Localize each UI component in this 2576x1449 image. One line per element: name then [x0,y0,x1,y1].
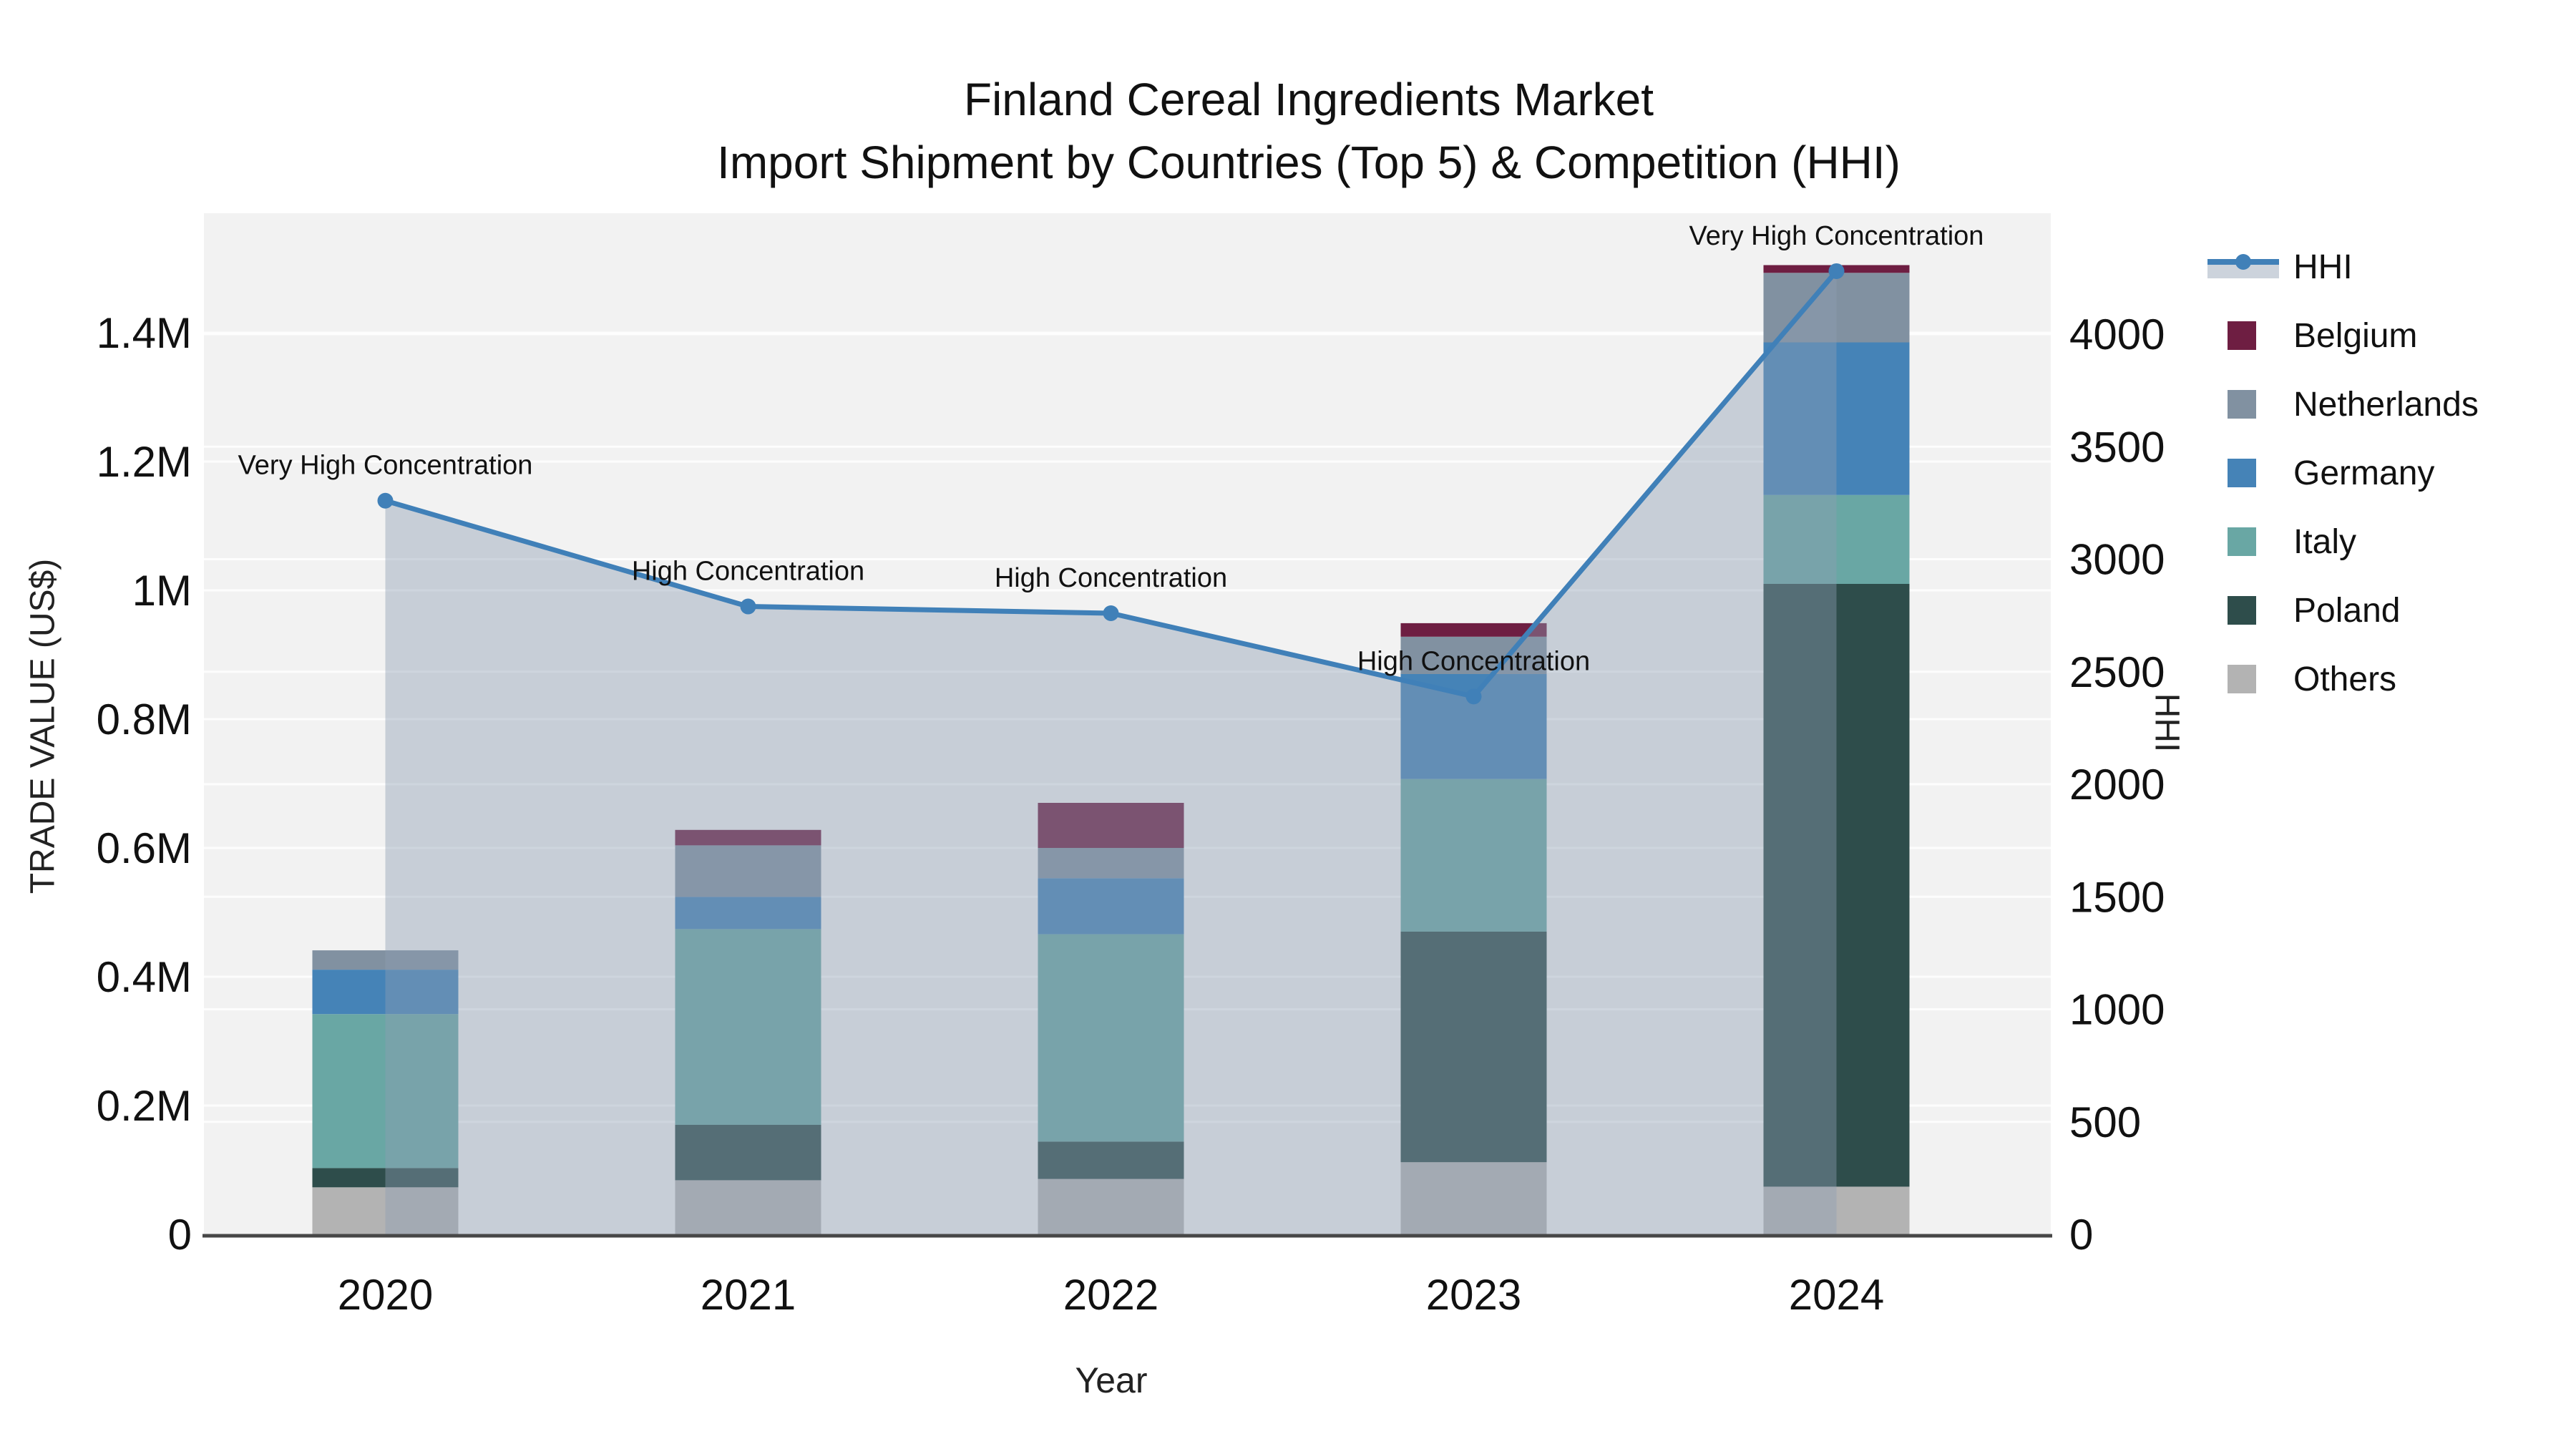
hhi-marker-2020[interactable] [377,492,394,509]
chart-title-line1: Finland Cereal Ingredients Market [963,74,1654,125]
bar-segment-2020-germany[interactable] [312,970,459,1015]
y-tick-left-0: 0 [168,1211,192,1259]
bar-segment-2024-others[interactable] [1763,1186,1910,1234]
chart-title: Finland Cereal Ingredients Market Import… [21,68,2576,194]
legend-item-germany[interactable]: Germany [2207,439,2479,507]
legend-item-poland[interactable]: Poland [2207,576,2479,645]
legend-label: HHI [2293,248,2353,286]
bar-segment-2021-belgium[interactable] [675,829,821,846]
hhi-marker-2022[interactable] [1103,605,1119,621]
bar-segment-2024-germany[interactable] [1763,342,1910,495]
y-tick-right-500: 500 [2069,1098,2141,1146]
bar-segment-2020-others[interactable] [312,1187,459,1234]
bar-segment-2024-italy[interactable] [1763,494,1910,584]
legend-swatch-icon [2207,525,2293,559]
y-tick-right-1500: 1500 [2069,873,2165,921]
legend: HHI Belgium Netherlands Germany Italy Poland O… [2207,233,2479,713]
hhi-area-fill [385,270,1837,1235]
bar-segment-2020-italy[interactable] [312,1014,459,1169]
y-tick-left-0.8M: 0.8M [97,696,192,743]
legend-swatch-icon [2207,387,2293,421]
bar-segment-2020-poland[interactable] [312,1168,459,1188]
legend-swatch-icon [2207,662,2293,696]
annotation-2020: Very High Concentration [238,451,533,481]
x-tick-2021: 2021 [701,1271,796,1319]
x-tick-2022: 2022 [1063,1271,1158,1319]
legend-swatch-icon [2207,318,2293,353]
legend-item-others[interactable]: Others [2207,645,2479,713]
legend-swatch-icon [2207,456,2293,490]
legend-item-hhi[interactable]: HHI [2207,233,2479,301]
legend-item-netherlands[interactable]: Netherlands [2207,370,2479,439]
bar-segment-2022-italy[interactable] [1038,934,1184,1142]
legend-label: Belgium [2293,316,2418,355]
bar-segment-2021-italy[interactable] [675,929,821,1125]
legend-label: Poland [2293,591,2401,630]
y-tick-right-2500: 2500 [2069,648,2165,696]
annotation-2024: Very High Concentration [1689,221,1984,251]
bar-segment-2021-germany[interactable] [675,897,821,930]
bar-segment-2021-others[interactable] [675,1180,821,1234]
x-axis-title: Year [1075,1360,1148,1400]
chart-title-line2: Import Shipment by Countries (Top 5) & C… [717,137,1901,188]
y-axis-title-right: HHI [2147,693,2186,753]
bar-segment-2021-netherlands[interactable] [675,845,821,897]
bar-segment-2023-others[interactable] [1400,1162,1547,1234]
annotation-2022: High Concentration [995,563,1227,593]
bar-segment-2023-belgium[interactable] [1400,623,1547,637]
legend-label: Netherlands [2293,385,2479,424]
y-tick-right-3500: 3500 [2069,423,2165,471]
y-tick-right-2000: 2000 [2069,761,2165,809]
bar-segment-2023-poland[interactable] [1400,932,1547,1163]
hhi-line-swatch-icon [2207,250,2293,284]
bar-segment-2022-netherlands[interactable] [1038,848,1184,879]
legend-label: Germany [2293,454,2435,492]
hhi-marker-2024[interactable] [1828,263,1845,279]
hhi-marker-2021[interactable] [740,598,756,615]
bar-segment-2023-italy[interactable] [1400,779,1547,932]
x-tick-2024: 2024 [1789,1271,1884,1319]
bar-segment-2022-germany[interactable] [1038,878,1184,935]
bar-segment-2020-netherlands[interactable] [312,950,459,970]
y-tick-left-1.4M: 1.4M [97,309,192,357]
bar-segment-2024-poland[interactable] [1763,584,1910,1187]
y-tick-left-1M: 1M [132,567,192,615]
y-tick-right-4000: 4000 [2069,311,2165,358]
legend-item-italy[interactable]: Italy [2207,507,2479,576]
y-tick-left-0.4M: 0.4M [97,953,192,1001]
y-axis-title-left: TRADE VALUE (US$) [24,558,62,894]
y-tick-right-3000: 3000 [2069,536,2165,584]
annotation-2023: High Concentration [1357,646,1590,676]
bar-segment-2022-others[interactable] [1038,1179,1184,1234]
y-tick-left-1.2M: 1.2M [97,438,192,486]
y-tick-left-0.2M: 0.2M [97,1082,192,1130]
y-tick-right-0: 0 [2069,1211,2093,1259]
bar-segment-2022-belgium[interactable] [1038,803,1184,848]
bar-segment-2021-poland[interactable] [675,1125,821,1181]
legend-label: Italy [2293,522,2357,561]
annotation-2021: High Concentration [632,557,864,587]
x-tick-2023: 2023 [1426,1271,1521,1319]
legend-swatch-icon [2207,593,2293,628]
legend-item-belgium[interactable]: Belgium [2207,301,2479,370]
legend-label: Others [2293,660,2397,698]
bar-segment-2022-poland[interactable] [1038,1141,1184,1179]
y-tick-right-1000: 1000 [2069,986,2165,1034]
hhi-marker-2023[interactable] [1465,688,1482,705]
y-tick-left-0.6M: 0.6M [97,824,192,872]
x-tick-2020: 2020 [338,1271,433,1319]
